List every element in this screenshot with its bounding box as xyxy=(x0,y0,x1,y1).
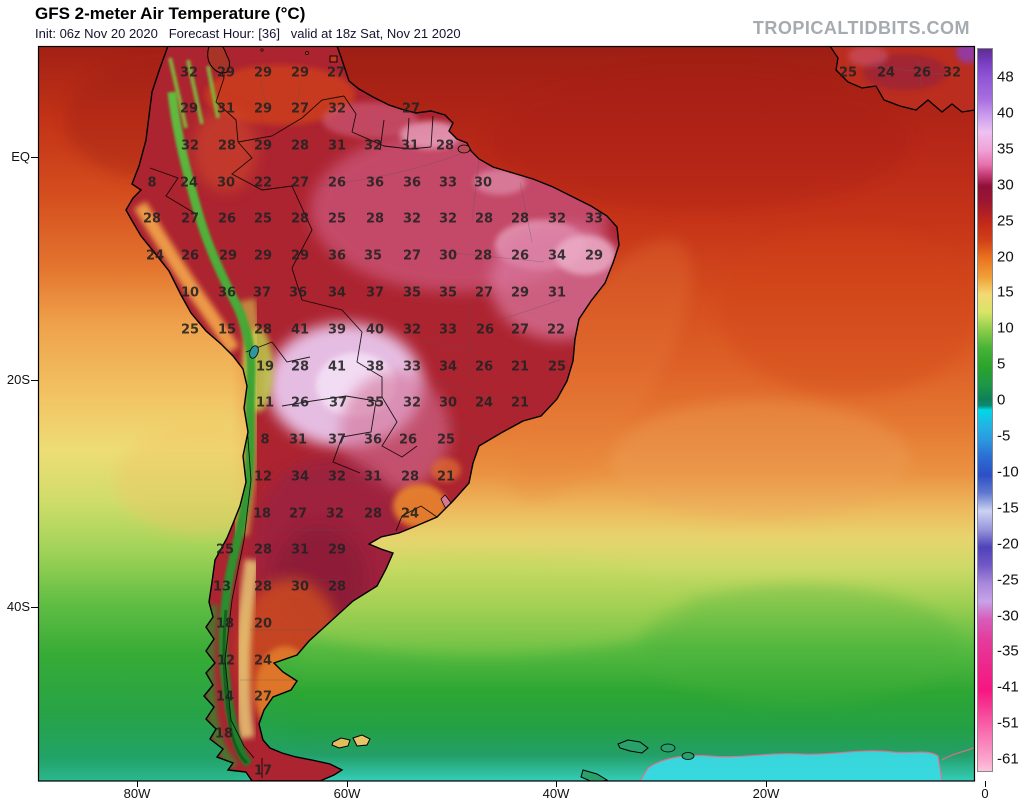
lon-axis-label: 40W xyxy=(542,786,570,800)
colorbar-tick-label: 5 xyxy=(997,355,1006,373)
lat-axis-label: EQ xyxy=(11,149,30,164)
islands xyxy=(260,48,695,781)
colorbar-tick-label: -51 xyxy=(997,714,1019,732)
colorbar-tick-label: 30 xyxy=(997,176,1014,194)
lon-axis-tick xyxy=(137,781,138,787)
lon-axis-tick xyxy=(766,781,767,787)
colorbar-tick-label: -25 xyxy=(997,571,1019,589)
colorbar-tick-label: -5 xyxy=(997,427,1011,445)
colorbar-tick-label: -61 xyxy=(997,750,1019,768)
lon-axis-label: 80W xyxy=(123,786,151,800)
watermark: TROPICALTIDBITS.COM xyxy=(752,18,970,38)
colorbar-tick-label: 10 xyxy=(997,319,1014,337)
map-frame xyxy=(37,45,976,782)
colorbar-tick-label: -35 xyxy=(997,642,1019,660)
state-borders xyxy=(240,79,561,719)
colorbar-tick-label: -20 xyxy=(997,535,1019,553)
lon-axis-tick xyxy=(985,781,986,787)
lat-axis-label: 40S xyxy=(6,599,30,614)
colorbar-tick-label: 48 xyxy=(997,68,1014,86)
colorbar-tick-label: 0 xyxy=(997,391,1006,409)
temperature-colorbar xyxy=(977,48,993,772)
colorbar-tick-label: -15 xyxy=(997,499,1019,517)
africa-land xyxy=(829,46,975,113)
forecast-subtitle: Init: 06z Nov 20 2020 Forecast Hour: [36… xyxy=(35,26,461,41)
lon-axis-tick xyxy=(556,781,557,787)
lat-axis-label: 20S xyxy=(6,372,30,387)
colorbar-tick-label: -10 xyxy=(997,463,1019,481)
colorbar-tick-label: 20 xyxy=(997,248,1014,265)
lon-axis-label: 20W xyxy=(752,786,780,800)
falkland-islands xyxy=(331,737,351,749)
colorbar-tick-label: 35 xyxy=(997,140,1014,158)
lon-axis-label: 60W xyxy=(333,786,361,800)
colorbar-tick-label: -30 xyxy=(997,607,1019,624)
lon-axis-tick xyxy=(347,781,348,787)
cold-pool xyxy=(640,750,942,781)
colorbar-tick-label: 25 xyxy=(997,212,1014,230)
colorbar-tick-label: 40 xyxy=(997,104,1014,122)
lat-axis-tick xyxy=(31,157,38,158)
lon-axis-label: 0 xyxy=(981,786,989,800)
south-georgia xyxy=(617,739,649,754)
page-title: GFS 2-meter Air Temperature (°C) xyxy=(35,4,306,23)
lat-axis-tick xyxy=(31,607,38,608)
colorbar-tick-label: 15 xyxy=(997,283,1014,301)
lake-titicaca xyxy=(249,345,259,359)
colorbar-tick-label: -41 xyxy=(997,678,1019,696)
lake-maracaibo xyxy=(207,46,230,74)
lat-axis-tick xyxy=(31,380,38,381)
